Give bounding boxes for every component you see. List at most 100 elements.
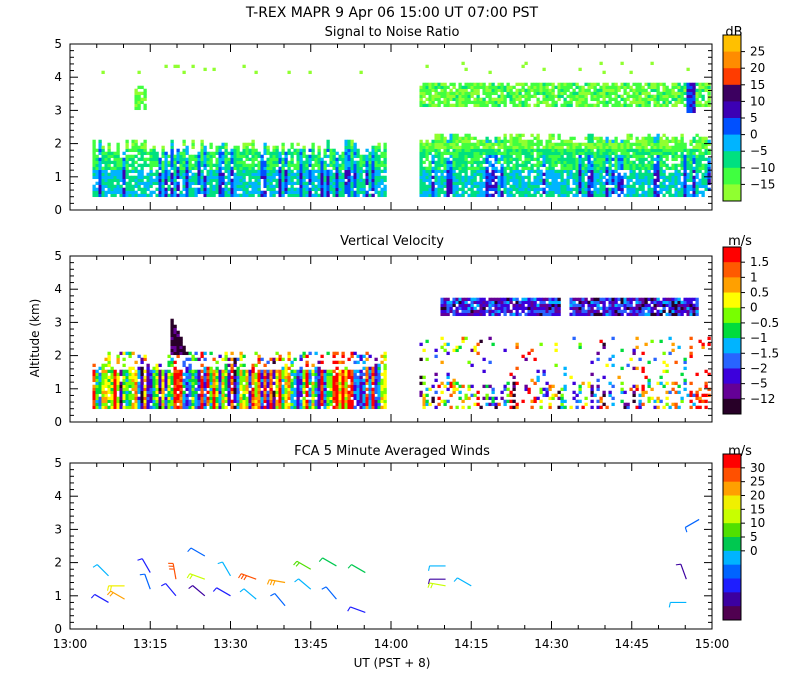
snr-cell — [449, 133, 453, 138]
vv-cell — [92, 393, 96, 398]
snr-cell — [566, 190, 570, 195]
vv-cell — [116, 357, 120, 362]
snr-cell — [374, 175, 378, 180]
snr-cell — [689, 160, 693, 165]
snr-cell — [506, 190, 510, 195]
snr-cell — [197, 175, 201, 180]
snr-cell — [482, 139, 486, 144]
snr-cell — [194, 166, 198, 171]
vv-cell — [251, 363, 255, 368]
snr-cell — [203, 175, 207, 180]
snr-cell — [626, 154, 630, 159]
snr-cell — [218, 148, 222, 153]
snr-cell — [206, 151, 210, 156]
snr-cell — [449, 169, 453, 174]
snr-cell — [113, 190, 117, 195]
snr-cell — [605, 181, 609, 186]
snr-cell — [599, 136, 603, 141]
vv-cell — [167, 384, 171, 389]
vv-cell — [152, 366, 156, 371]
vv-cell — [260, 399, 264, 404]
snr-cell — [188, 163, 192, 168]
vv-cell — [209, 381, 213, 386]
snr-cell — [563, 160, 567, 165]
snr-cell — [146, 151, 150, 156]
snr-cell — [518, 148, 522, 153]
snr-cell — [626, 136, 630, 141]
snr-cell — [128, 193, 132, 198]
snr-cell — [101, 178, 105, 183]
snr-cell — [176, 157, 180, 162]
snr-cell — [593, 91, 597, 96]
snr-cell — [257, 154, 261, 159]
snr-cell — [461, 163, 465, 168]
vv-cell — [137, 372, 141, 377]
vv-cell — [317, 360, 321, 365]
snr-cell — [671, 85, 675, 90]
snr-cell — [566, 82, 570, 87]
snr-cell — [542, 91, 546, 96]
snr-cell — [536, 88, 540, 93]
snr-cell — [629, 169, 633, 174]
snr-cell — [488, 88, 492, 93]
snr-cell — [155, 157, 159, 162]
snr-cell — [533, 181, 537, 186]
snr-cell — [506, 193, 510, 198]
snr-cell — [653, 157, 657, 162]
snr-cell — [644, 103, 648, 108]
snr-cell — [677, 178, 681, 183]
snr-cell — [137, 145, 141, 150]
snr-cell — [452, 139, 456, 144]
snr-cell — [464, 100, 468, 105]
vv-cell — [191, 381, 195, 386]
snr-cell — [254, 157, 258, 162]
panel-title-snr: Signal to Noise Ratio — [325, 25, 460, 40]
snr-cell — [620, 187, 624, 192]
vv-cell — [176, 339, 180, 344]
snr-cell — [443, 97, 447, 102]
snr-cell — [503, 184, 507, 189]
snr-cell — [599, 145, 603, 150]
snr-cell — [677, 181, 681, 186]
snr-cell — [503, 145, 507, 150]
snr-cell — [449, 160, 453, 165]
snr-cell — [278, 160, 282, 165]
vv-cell — [302, 402, 306, 407]
vv-cell — [122, 369, 126, 374]
snr-cell — [521, 190, 525, 195]
snr-cell — [632, 163, 636, 168]
snr-cell — [497, 175, 501, 180]
snr-cell — [599, 142, 603, 147]
snr-cell — [302, 145, 306, 150]
snr-cell — [665, 139, 669, 144]
snr-cell — [596, 154, 600, 159]
snr-cell — [329, 181, 333, 186]
vv-cell — [149, 399, 153, 404]
snr-cell — [641, 166, 645, 171]
vv-cell — [203, 384, 207, 389]
snr-cell — [641, 136, 645, 141]
snr-cell — [605, 187, 609, 192]
snr-cell — [518, 157, 522, 162]
vv-cell — [287, 387, 291, 392]
snr-cell — [341, 175, 345, 180]
snr-cell — [302, 187, 306, 192]
snr-cell — [434, 103, 438, 108]
snr-cell — [143, 91, 147, 96]
snr-cell — [485, 88, 489, 93]
snr-cell — [419, 88, 423, 93]
snr-cell — [137, 181, 141, 186]
snr-cell — [251, 139, 255, 144]
vv-cell — [245, 369, 249, 374]
vv-cell — [209, 393, 213, 398]
vv-cell — [170, 381, 174, 386]
snr-cell — [626, 142, 630, 147]
vv-cell — [182, 405, 186, 410]
snr-cell — [281, 193, 285, 198]
vv-cell — [260, 384, 264, 389]
snr-cell — [656, 97, 660, 102]
vv-cell — [257, 396, 261, 401]
snr-cell — [455, 142, 459, 147]
snr-cell — [626, 148, 630, 153]
snr-cell — [218, 154, 222, 159]
